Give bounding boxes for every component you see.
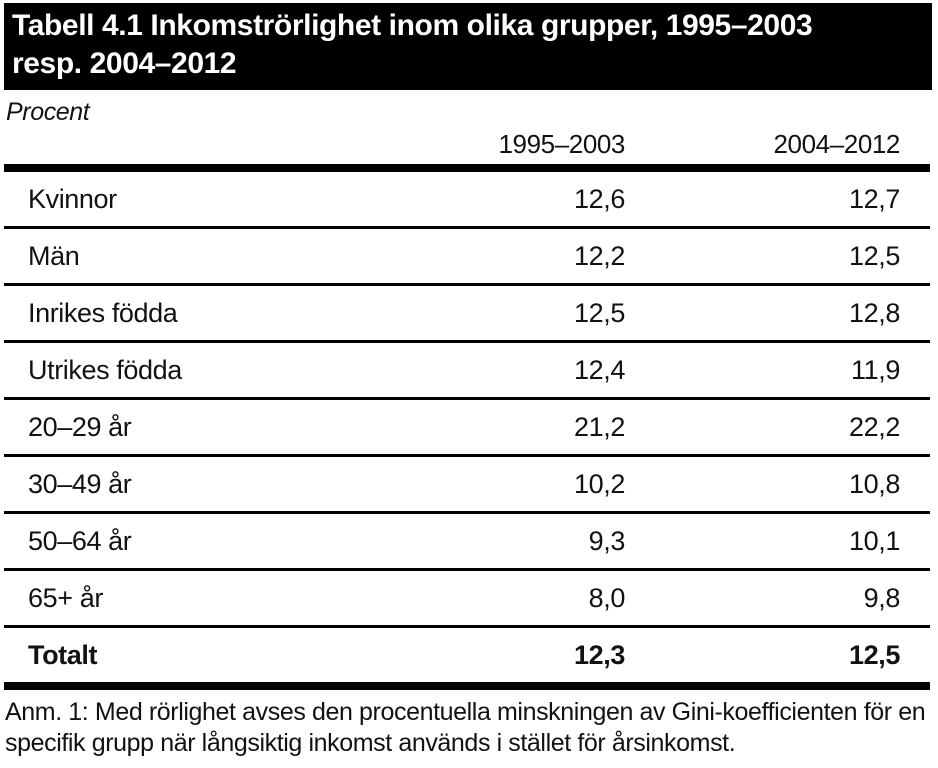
cell-value: 21,2 xyxy=(574,411,625,442)
cell-value: 22,2 xyxy=(849,411,900,442)
row-label: Kvinnor xyxy=(28,183,117,214)
column-header-period-1: 1995–2003 xyxy=(498,129,625,159)
cell-value: 10,1 xyxy=(849,525,900,556)
cell-value: 12,7 xyxy=(849,183,900,214)
row-label: Totalt xyxy=(28,639,98,670)
row-label: 30–49 år xyxy=(28,468,132,499)
table-title-line-2: resp. 2004–2012 xyxy=(12,47,237,80)
table-title-line-1: Tabell 4.1 Inkomströrlighet inom olika g… xyxy=(12,9,813,42)
cell-value: 11,9 xyxy=(851,354,900,385)
data-table: 1995–2003 2004–2012 Kvinnor 12,6 12,7 Mä… xyxy=(4,129,930,690)
cell-value: 12,5 xyxy=(849,639,900,670)
table-header-row: 1995–2003 2004–2012 xyxy=(4,129,930,172)
cell-value: 12,6 xyxy=(574,183,625,214)
cell-value: 12,3 xyxy=(574,639,625,670)
cell-value: 8,0 xyxy=(588,582,626,613)
row-label: 65+ år xyxy=(28,582,103,613)
table-row-kvinnor: Kvinnor 12,6 12,7 xyxy=(4,172,930,229)
cell-value: 9,8 xyxy=(863,582,901,613)
footnote: Anm. 1: Med rörlighet avses den procentu… xyxy=(5,698,926,757)
cell-value: 10,8 xyxy=(849,468,900,499)
row-label: Män xyxy=(28,240,80,271)
table-row-man: Män 12,2 12,5 xyxy=(4,229,930,286)
table-row-totalt: Totalt 12,3 12,5 xyxy=(4,628,930,690)
row-label: Utrikes födda xyxy=(28,354,182,385)
cell-value: 12,2 xyxy=(574,240,625,271)
table-row-inrikes-fodda: Inrikes födda 12,5 12,8 xyxy=(4,286,930,343)
cell-value: 12,5 xyxy=(849,240,900,271)
table-row-65-plus-ar: 65+ år 8,0 9,8 xyxy=(4,571,930,628)
cell-value: 12,4 xyxy=(574,354,625,385)
table-row-20-29-ar: 20–29 år 21,2 22,2 xyxy=(4,400,930,457)
cell-value: 12,5 xyxy=(574,297,625,328)
cell-value: 10,2 xyxy=(574,468,625,499)
column-header-period-2: 2004–2012 xyxy=(773,129,900,159)
cell-value: 9,3 xyxy=(588,525,626,556)
table-row-50-64-ar: 50–64 år 9,3 10,1 xyxy=(4,514,930,571)
table-row-utrikes-fodda: Utrikes födda 12,4 11,9 xyxy=(4,343,930,400)
unit-label: Procent xyxy=(6,98,90,126)
table-title-bar: Tabell 4.1 Inkomströrlighet inom olika g… xyxy=(4,3,932,90)
row-label: 50–64 år xyxy=(28,525,132,556)
cell-value: 12,8 xyxy=(849,297,900,328)
table-row-30-49-ar: 30–49 år 10,2 10,8 xyxy=(4,457,930,514)
row-label: Inrikes födda xyxy=(28,297,178,328)
row-label: 20–29 år xyxy=(28,411,132,442)
